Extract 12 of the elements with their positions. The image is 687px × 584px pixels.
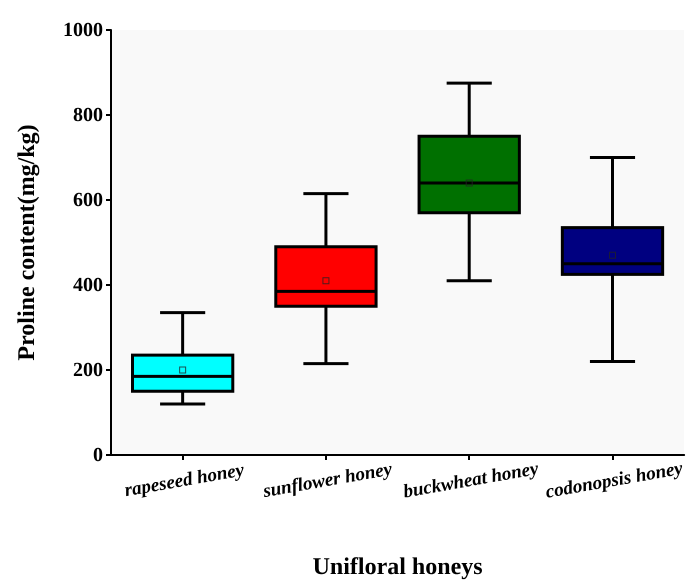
y-tick-label: 1000 [63, 19, 103, 41]
x-axis-title: Unifloral honeys [312, 554, 483, 580]
y-tick-label: 0 [93, 444, 103, 466]
y-tick-label: 400 [73, 274, 103, 296]
y-tick-label: 800 [73, 104, 103, 126]
y-tick-label: 200 [73, 359, 103, 381]
x-tick-label: rapeseed honey [122, 459, 246, 502]
y-axis-title: Proline content(mg/kg) [14, 124, 40, 361]
x-tick-label: codonopsis honey [544, 458, 685, 503]
x-tick-label: sunflower honey [260, 458, 394, 502]
y-tick-label: 600 [73, 189, 103, 211]
x-tick-label: buckwheat honey [402, 458, 541, 503]
